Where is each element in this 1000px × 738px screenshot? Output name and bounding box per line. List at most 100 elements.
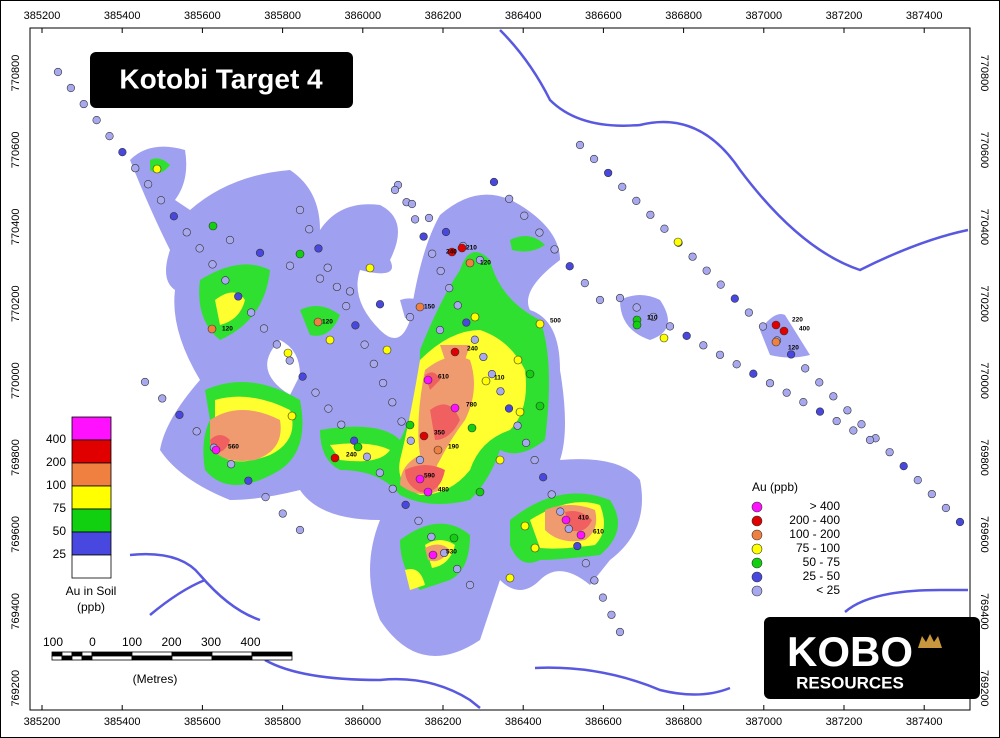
sample-dot: [259, 324, 269, 333]
scale-swatch: [71, 416, 112, 441]
sample-dot: [428, 550, 438, 560]
sample-dot: [92, 115, 101, 125]
sample-dot: [324, 404, 333, 413]
sample-dot: [521, 438, 531, 447]
scale-bar: 100 0 100 200 300 400: [43, 635, 293, 661]
bar-label: 300: [201, 635, 221, 649]
bar-label: 100: [122, 635, 142, 649]
x-coord-top: 386600: [585, 10, 622, 22]
sample-dot: [475, 255, 485, 265]
sample-dot: [453, 564, 462, 574]
y-coord-right: 769800: [978, 439, 990, 476]
sample-dot: [285, 261, 295, 270]
sample-dot: [832, 416, 841, 426]
legend-label: 50 - 75: [803, 555, 841, 569]
legend-dot: [751, 515, 763, 527]
bar-seg: [91, 655, 133, 661]
sample-label: 120: [222, 326, 233, 333]
scale-bar-unit: (Metres): [133, 672, 178, 686]
sample-label: 110: [494, 375, 505, 382]
sample-label: 240: [467, 346, 478, 353]
sample-dot: [423, 375, 433, 385]
sample-dot: [445, 284, 454, 293]
sample-label: 220: [792, 317, 803, 324]
sample-dot: [787, 350, 796, 359]
sample-dot: [415, 302, 425, 312]
sample-label: 610: [593, 529, 604, 536]
sample-dot: [632, 320, 642, 330]
sample-dot: [397, 417, 406, 426]
sample-dot: [489, 177, 499, 187]
sample-dot: [192, 427, 201, 436]
logo-name: KOBO: [787, 628, 913, 675]
sample-label: 480: [438, 487, 449, 494]
sample-dot: [556, 507, 565, 516]
sample-dot: [561, 515, 571, 525]
sample-dot: [581, 559, 590, 568]
x-coord-bottom: 386400: [505, 716, 542, 728]
sample-dot: [211, 445, 221, 455]
sample-dot: [405, 420, 415, 430]
sample-dot: [550, 245, 559, 254]
y-coord-right: 769400: [978, 593, 990, 630]
legend-title: Au (ppb): [752, 480, 798, 494]
sample-dot: [941, 503, 951, 513]
sample-dot: [495, 455, 505, 465]
y-coord-left: 769400: [10, 593, 22, 630]
sample-dot: [530, 455, 539, 465]
scale-label: 75: [53, 501, 67, 515]
sample-dot: [158, 394, 167, 403]
y-coord-right: 770800: [978, 55, 990, 92]
sample-dot: [401, 500, 410, 509]
sample-dot: [453, 301, 462, 310]
sample-label: 240: [346, 452, 357, 459]
bar-seg: [71, 651, 83, 657]
bar-seg: [81, 651, 93, 657]
sample-dot: [449, 533, 459, 543]
color-scale: 400 200 100 75 50 25: [46, 416, 112, 579]
sample-label: 210: [466, 245, 477, 252]
sample-dot: [576, 530, 586, 540]
sample-dot: [913, 476, 922, 485]
sample-dot: [450, 347, 460, 357]
scale-swatch: [71, 554, 112, 579]
sample-dot: [885, 448, 894, 457]
sample-dot: [535, 319, 545, 329]
y-coord-left: 769600: [10, 516, 22, 553]
sample-dot: [295, 525, 305, 535]
sample-dot: [428, 249, 437, 258]
sample-dot: [342, 302, 351, 311]
sample-label: 350: [434, 430, 445, 437]
legend-dot: [751, 585, 763, 597]
sample-dot: [927, 489, 936, 499]
sample-dot: [525, 369, 535, 379]
logo-subtitle: RESOURCES: [796, 673, 904, 692]
sample-dot: [388, 484, 397, 493]
sample-dot: [744, 308, 753, 317]
sample-dot: [513, 355, 523, 365]
sample-dot: [407, 199, 417, 209]
sample-dot: [440, 548, 449, 558]
scale-unit: (ppb): [77, 600, 105, 614]
sample-dot: [272, 340, 281, 349]
sample-dot: [539, 473, 548, 482]
sample-dot: [285, 356, 294, 365]
sample-dot: [699, 341, 708, 350]
scale-swatch: [71, 462, 112, 487]
legend-dot: [751, 571, 763, 583]
x-coord-top: 387000: [745, 10, 782, 22]
sample-dot: [580, 279, 589, 288]
bar-seg: [211, 655, 253, 661]
bar-seg: [51, 655, 63, 661]
legend-label: 75 - 100: [796, 541, 840, 555]
sample-dot: [857, 420, 866, 429]
sample-dot: [505, 194, 514, 203]
sample-dot: [815, 378, 824, 387]
y-coord-right: 770200: [978, 285, 990, 322]
scale-swatch: [71, 508, 112, 533]
sample-dot: [730, 294, 739, 303]
sample-dot: [955, 517, 965, 527]
sample-dot: [152, 164, 162, 174]
